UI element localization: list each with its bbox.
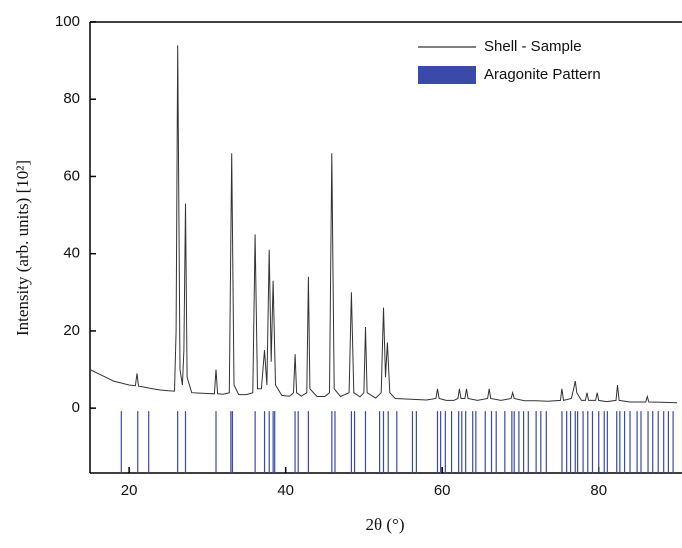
y-tick-label: 20 [63, 322, 80, 339]
x-tick-label: 80 [590, 482, 607, 499]
y-axis-label: Intensity (arb. units) [10²] [13, 160, 32, 336]
y-tick-label: 100 [55, 13, 80, 30]
x-tick-label: 20 [121, 482, 138, 499]
y-tick-label: 0 [72, 399, 80, 416]
legend-swatch [418, 66, 476, 84]
x-tick-label: 40 [277, 482, 294, 499]
y-tick-label: 40 [63, 245, 80, 262]
x-tick-label: 60 [434, 482, 451, 499]
legend-label: Aragonite Pattern [484, 66, 601, 83]
y-tick-label: 60 [63, 167, 80, 184]
legend-label: Shell - Sample [484, 38, 582, 55]
y-tick-label: 80 [63, 90, 80, 107]
x-axis-label: 2θ (°) [365, 515, 404, 534]
data-line [89, 45, 678, 404]
